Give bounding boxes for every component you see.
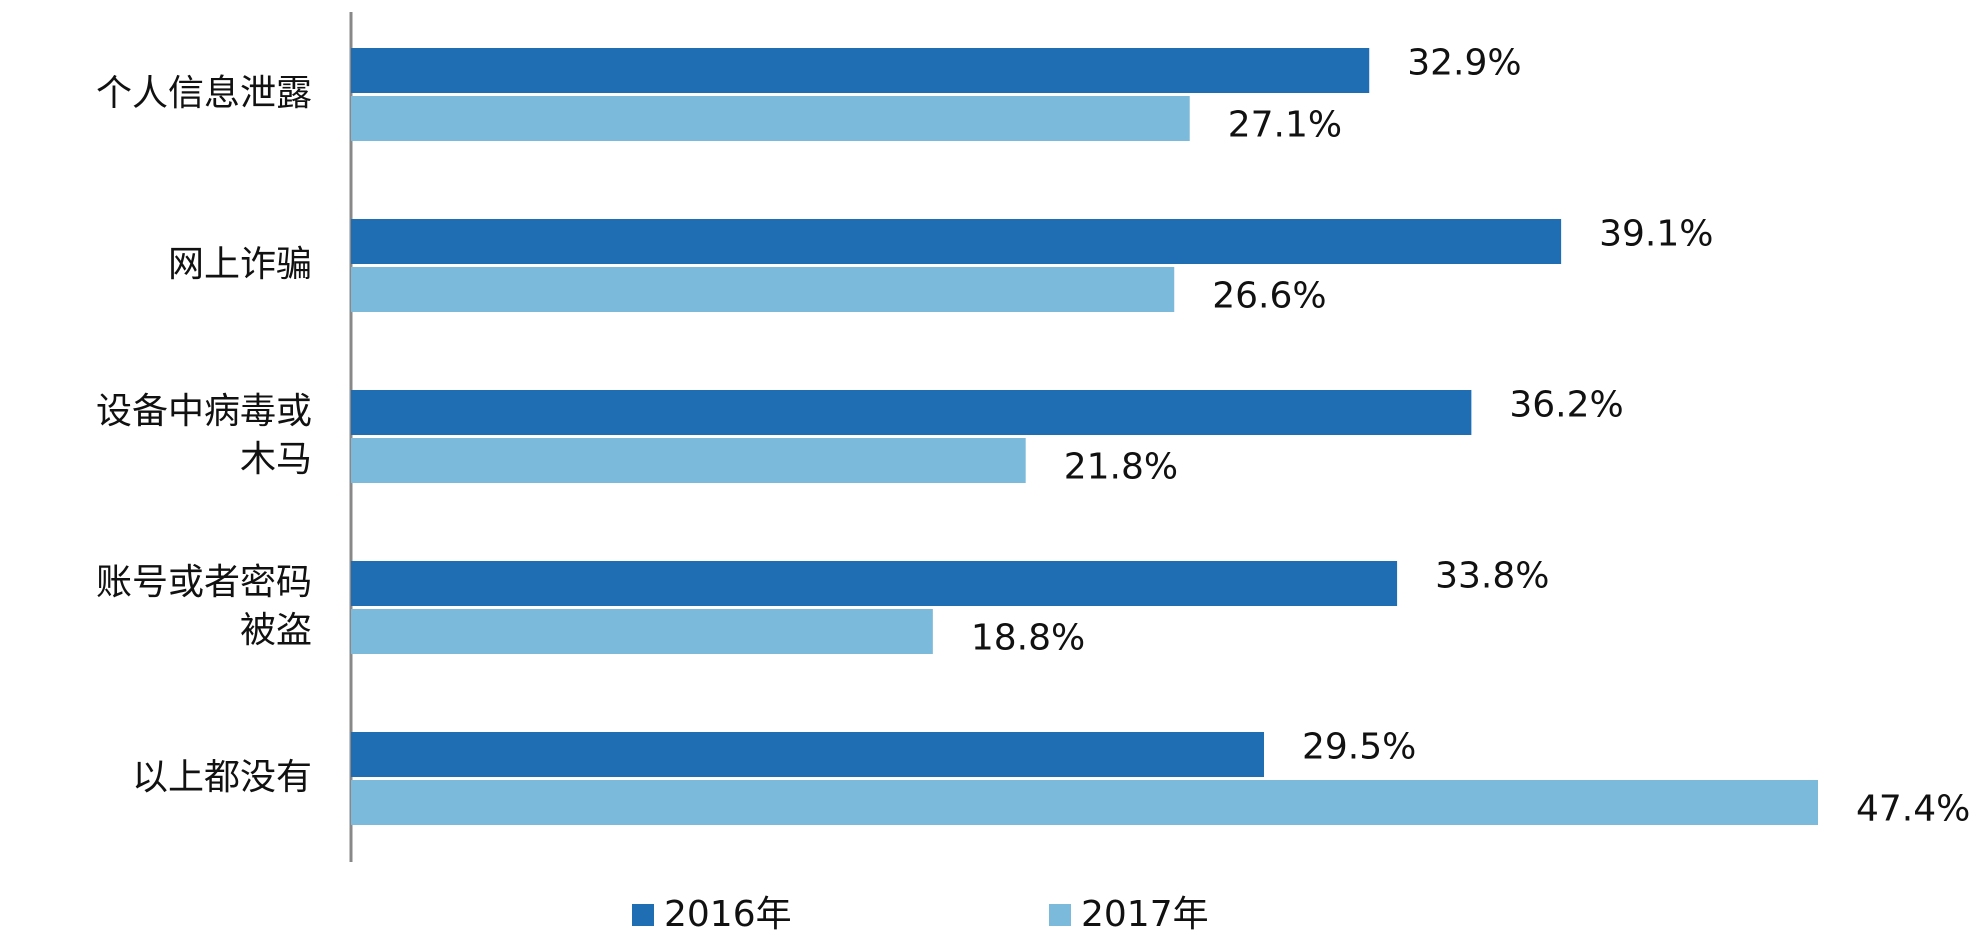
category-label-line: 设备中病毒或 <box>96 391 312 432</box>
value-label: 21.8% <box>1064 447 1178 488</box>
value-label: 18.8% <box>971 618 1085 659</box>
category-label: 以上都没有 <box>132 757 312 798</box>
bar <box>351 219 1562 264</box>
legend-label: 2017年 <box>1081 894 1209 935</box>
bar <box>351 48 1370 93</box>
bar <box>351 561 1398 606</box>
category-label-line: 账号或者密码 <box>96 562 312 603</box>
category-label: 账号或者密码被盗 <box>96 562 312 651</box>
category-label: 网上诈骗 <box>168 244 312 285</box>
value-label: 39.1% <box>1599 214 1713 255</box>
bar <box>351 267 1175 312</box>
bar <box>351 780 1818 825</box>
legend-swatch <box>632 904 654 926</box>
value-label: 33.8% <box>1435 556 1549 597</box>
value-label: 47.4% <box>1856 789 1970 830</box>
bar <box>351 438 1026 483</box>
value-label: 26.6% <box>1212 276 1326 317</box>
value-label: 32.9% <box>1407 43 1521 84</box>
bar <box>351 390 1472 435</box>
category-label-line: 木马 <box>240 439 312 480</box>
category-label-line: 被盗 <box>240 610 312 651</box>
bar <box>351 96 1190 141</box>
value-label: 27.1% <box>1228 105 1342 146</box>
bar <box>351 732 1265 777</box>
legend-swatch <box>1049 904 1071 926</box>
category-label: 个人信息泄露 <box>96 73 312 114</box>
value-label: 36.2% <box>1509 385 1623 426</box>
legend-label: 2016年 <box>664 894 792 935</box>
value-label: 29.5% <box>1302 727 1416 768</box>
bar <box>351 609 933 654</box>
category-label: 设备中病毒或木马 <box>96 391 312 480</box>
